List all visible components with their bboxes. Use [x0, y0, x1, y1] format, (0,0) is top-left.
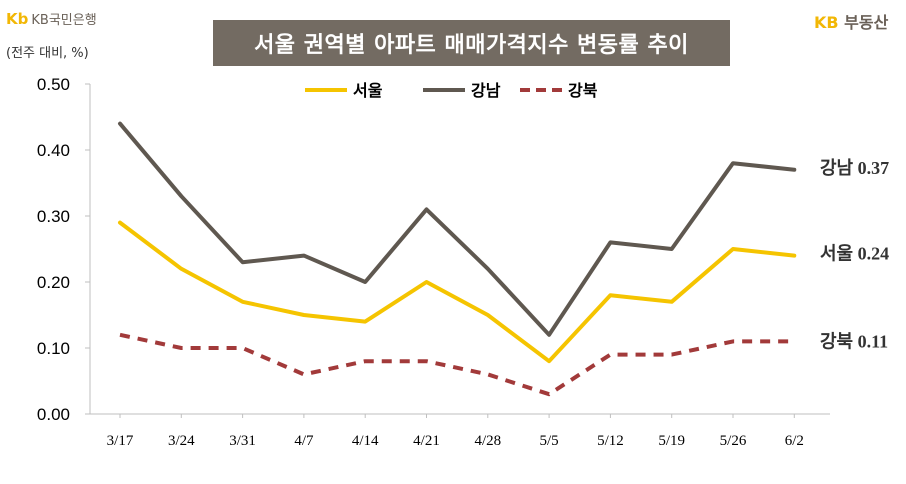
legend-label-gangbuk: 강북: [568, 81, 598, 100]
series-line-gangbuk: [119, 332, 795, 397]
kb-kookmin-logo-text: KB국민은행: [31, 13, 97, 28]
y-tick-label: 0.30: [37, 207, 70, 226]
chart-title: 서울 권역별 아파트 매매가격지수 변동률 추이: [254, 33, 689, 58]
x-tick-label: 6/2: [785, 433, 804, 449]
x-tick-label: 4/28: [474, 433, 501, 449]
chart-title-box: 서울 권역별 아파트 매매가격지수 변동률 추이: [213, 20, 730, 66]
x-tick-label: 4/7: [294, 433, 314, 449]
kb-real-estate-logo-kb: KB: [814, 13, 839, 32]
unit-label: (전주 대비, %): [6, 46, 89, 61]
kb-real-estate-logo: KB 부동산: [814, 9, 888, 33]
end-label-gangnam: 강남 0.37: [820, 158, 889, 178]
end-label-seoul: 서울 0.24: [820, 244, 889, 264]
series-line-gangnam: [118, 121, 797, 337]
legend-label-seoul: 서울: [353, 81, 383, 100]
x-tick-label: 4/21: [413, 433, 440, 449]
end-label-gangbuk: 강북 0.11: [820, 331, 888, 351]
x-tick-label: 3/24: [168, 433, 195, 449]
x-tick-label: 3/17: [107, 433, 134, 449]
kb-real-estate-logo-text: 부동산: [844, 13, 889, 32]
x-tick-label: 5/19: [658, 433, 685, 449]
kb-star-icon: Kb: [6, 9, 29, 28]
x-tick-label: 5/5: [540, 433, 559, 449]
y-tick-label: 0.40: [37, 141, 70, 160]
x-tick-label: 3/31: [229, 433, 256, 449]
legend-label-gangnam: 강남: [471, 81, 501, 100]
x-tick-label: 4/14: [352, 433, 379, 449]
series-line-seoul: [118, 220, 797, 364]
y-tick-label: 0.20: [37, 273, 70, 292]
y-tick-label: 0.10: [37, 339, 70, 358]
x-tick-label: 5/26: [720, 433, 747, 449]
y-tick-label: 0.50: [37, 75, 70, 94]
y-tick-label: 0.00: [37, 405, 70, 424]
kb-kookmin-logo: Kb KB국민은행: [6, 9, 97, 29]
x-tick-label: 5/12: [597, 433, 624, 449]
